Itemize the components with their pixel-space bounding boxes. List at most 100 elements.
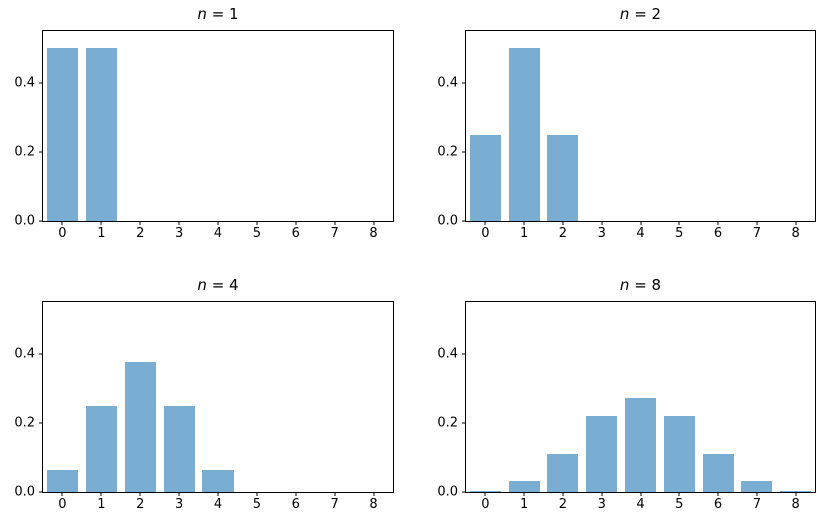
plot-area: 0 1 2 3 4 5 6 7 8 0.0 0.2 0.4 [14, 301, 394, 511]
bar-x2 [547, 134, 579, 221]
y-tick [39, 491, 43, 493]
bar-x7 [741, 481, 773, 492]
y-tick [39, 151, 43, 153]
subplot-title: n = 4 [42, 276, 394, 294]
x-tick-label: 2 [558, 497, 568, 512]
bar-x8 [780, 490, 812, 492]
x-tick [61, 492, 63, 496]
x-tick-label: 8 [791, 497, 800, 512]
x-tick-label: 2 [136, 226, 145, 241]
y-tick-label: 0.4 [437, 75, 458, 91]
subplot-n-4: n = 4 0 1 2 3 4 5 6 7 8 0.0 0.2 0.4 [14, 276, 394, 511]
y-tick-label: 0.4 [14, 346, 35, 362]
x-tick [61, 221, 63, 225]
bar-x0 [46, 470, 78, 492]
bar-x0 [46, 48, 78, 221]
y-tick [462, 151, 466, 153]
title-variable: n [619, 276, 630, 294]
x-tick [717, 492, 719, 496]
x-tick [484, 221, 486, 225]
x-tick [178, 221, 180, 225]
x-tick-label: 6 [713, 226, 723, 241]
plot-area: 0 1 2 3 4 5 6 7 8 0.0 0.2 0.4 [14, 30, 394, 240]
x-tick [795, 492, 797, 496]
x-tick-label: 6 [713, 497, 723, 512]
subplot-n-1: n = 1 0 1 2 3 4 5 6 7 8 0.0 0.2 0.4 [14, 5, 394, 240]
y-tick [39, 353, 43, 355]
bar-x4 [202, 470, 234, 492]
y-tick [39, 82, 43, 84]
x-tick [678, 221, 680, 225]
x-tick-label: 3 [597, 226, 606, 241]
y-tick [462, 422, 466, 424]
y-tick [462, 82, 466, 84]
x-tick-label: 1 [97, 226, 106, 241]
x-tick [795, 221, 797, 225]
y-tick-label: 0.4 [437, 346, 458, 362]
x-tick-label: 3 [174, 497, 184, 512]
bar-x4 [624, 397, 656, 492]
x-tick [178, 492, 180, 496]
x-tick-label: 8 [369, 226, 378, 241]
y-tick-label: 0.0 [14, 213, 35, 229]
x-tick [139, 221, 141, 225]
bar-x0 [469, 134, 501, 221]
x-tick-label: 5 [252, 226, 262, 241]
title-rest: = 4 [206, 276, 239, 294]
y-tick-label: 0.2 [14, 144, 35, 160]
y-tick-label: 0.2 [14, 415, 35, 431]
x-tick [523, 492, 525, 496]
x-tick [295, 492, 297, 496]
x-tick-label: 2 [558, 226, 568, 241]
bar-x5 [663, 416, 695, 492]
x-tick [334, 221, 336, 225]
x-tick [717, 221, 719, 225]
plot-area: 0 1 2 3 4 5 6 7 8 0.0 0.2 0.4 [437, 301, 816, 511]
plot-area: 0 1 2 3 4 5 6 7 8 0.0 0.2 0.4 [437, 30, 816, 240]
x-tick [100, 221, 102, 225]
y-tick-label: 0.0 [437, 213, 458, 229]
x-tick-label: 4 [213, 497, 223, 512]
x-tick [256, 492, 258, 496]
bar-x3 [163, 405, 195, 492]
y-tick [462, 491, 466, 493]
x-tick [562, 221, 564, 225]
title-variable: n [197, 5, 207, 23]
x-tick [484, 492, 486, 496]
bar-x1 [508, 48, 540, 221]
x-tick-label: 5 [675, 497, 684, 512]
bar-x3 [586, 416, 618, 492]
title-rest: = 2 [629, 5, 662, 23]
x-tick [139, 492, 141, 496]
x-tick-label: 2 [136, 497, 145, 512]
subplot-title: n = 1 [42, 5, 394, 23]
x-tick-label: 0 [58, 497, 67, 512]
y-tick-label: 0.4 [14, 75, 35, 91]
bar-x6 [702, 454, 734, 492]
x-tick-label: 3 [597, 497, 606, 512]
x-tick-label: 0 [58, 226, 67, 241]
x-tick [373, 492, 375, 496]
subplot-title: n = 2 [465, 5, 816, 23]
title-rest: = 1 [206, 5, 239, 23]
x-tick [756, 492, 758, 496]
x-tick [256, 221, 258, 225]
x-tick [100, 492, 102, 496]
x-tick [678, 492, 680, 496]
title-variable: n [619, 5, 630, 23]
x-tick [640, 221, 641, 225]
subplot-title: n = 8 [465, 276, 816, 294]
x-tick-label: 0 [481, 226, 490, 241]
y-tick [462, 220, 466, 222]
x-tick-label: 7 [330, 226, 339, 241]
x-tick-label: 8 [369, 497, 378, 512]
bar-x1 [85, 48, 117, 221]
x-tick [334, 492, 336, 496]
y-tick [39, 220, 43, 222]
x-tick [562, 492, 564, 496]
x-tick [601, 221, 603, 225]
bar-x2 [547, 454, 579, 492]
subplot-n-8: n = 8 0 1 2 3 4 5 6 7 8 0.0 0.2 0.4 [437, 276, 816, 511]
title-variable: n [197, 276, 207, 294]
